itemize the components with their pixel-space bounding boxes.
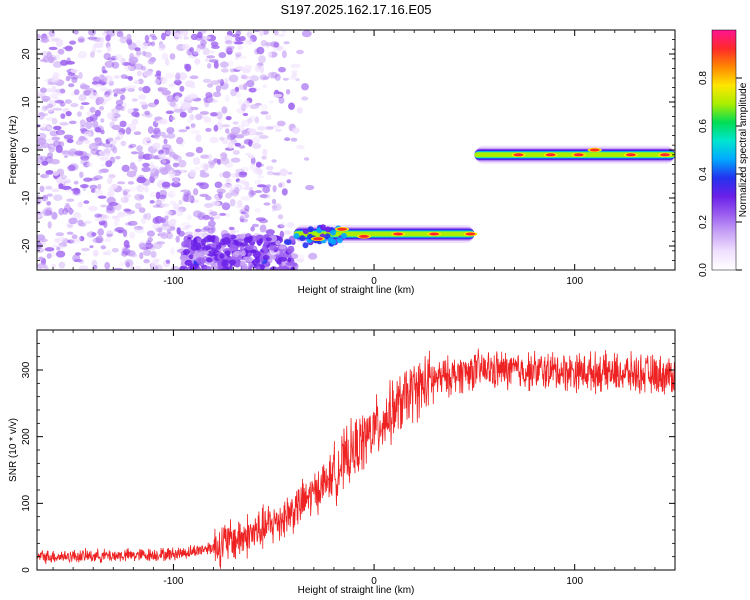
spectrogram-y-tick-label: 10 — [21, 96, 32, 108]
colorbar-tick-label: 0.4 — [698, 167, 709, 181]
snr-x-tick-label: 100 — [566, 576, 583, 587]
spectrogram-x-tick-label: 0 — [371, 276, 377, 287]
snr-x-axis-label: Height of straight line (km) — [298, 585, 415, 596]
spectrogram-y-tick-label: 0 — [21, 147, 32, 153]
snr-x-tick-label: -100 — [163, 576, 183, 587]
colorbar-tick-label: 0.8 — [698, 71, 709, 85]
spectrogram-y-tick-label: -10 — [21, 190, 32, 205]
snr-y-tick-label: 300 — [21, 361, 32, 378]
snr-y-tick-label: 100 — [21, 495, 32, 512]
colorbar: 0.0 0.2 0.4 0.6 0.8 Normalized spectral ampl… — [698, 29, 749, 277]
spectrogram-heatmap — [37, 30, 675, 270]
snr-y-tick-label: 0 — [21, 567, 32, 573]
figure-title: S197.2025.162.17.16.E05 — [280, 2, 431, 17]
spectrogram-x-tick-label: 100 — [566, 276, 583, 287]
colorbar-tick-label: 0.6 — [698, 119, 709, 133]
spectrogram-x-axis-label: Height of straight line (km) — [298, 285, 415, 296]
snr-panel: -100 0 100 0 100 200 300 Height of straight li… — [8, 329, 676, 596]
colorbar-label: Normalized spectral amplitude — [738, 82, 749, 217]
colorbar-gradient — [711, 29, 737, 271]
colorbar-tick-label: 0.0 — [698, 263, 709, 277]
spectrogram-x-tick-label: -100 — [163, 276, 183, 287]
spectrogram-y-axis-label: Frequency (Hz) — [8, 116, 19, 185]
snr-series-line — [37, 348, 675, 569]
spectrogram-y-tick-label: 20 — [21, 48, 32, 60]
snr-y-axis-label: SNR (10 * v/v) — [8, 418, 19, 482]
snr-x-tick-label: 0 — [371, 576, 377, 587]
spectrogram-y-tick-label: -20 — [21, 238, 32, 253]
colorbar-ticks: 0.0 0.2 0.4 0.6 0.8 — [698, 71, 742, 277]
colorbar-tick-label: 0.2 — [698, 215, 709, 229]
snr-y-tick-label: 200 — [21, 428, 32, 445]
snr-axes: -100 0 100 0 100 200 300 — [21, 329, 676, 587]
